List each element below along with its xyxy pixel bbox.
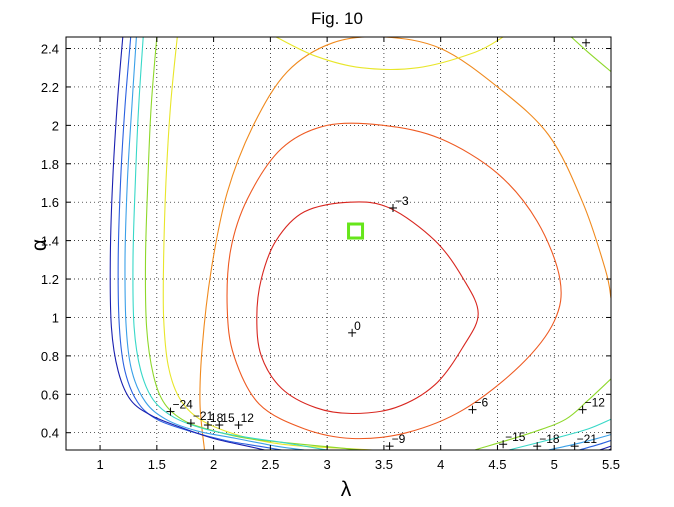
x-tick-label: 4.5 [488, 457, 506, 472]
contour-line-level-neg24 [109, 37, 265, 450]
contour-label-marker [234, 421, 243, 430]
contour-label-marker [166, 407, 175, 416]
contour-line-level-0 [256, 201, 479, 415]
y-tick-label: 2.4 [41, 42, 59, 57]
contour-line-level-neg12 [144, 37, 362, 450]
contour-line-level-neg12 [570, 37, 611, 73]
highlight-square [347, 222, 365, 240]
contour-label-marker [570, 442, 579, 450]
contour-line-level-neg9 [162, 37, 373, 450]
contour-line-level-neg9 [275, 37, 504, 70]
contour-label: −21 [577, 432, 598, 446]
x-tick-label: 2.5 [261, 457, 279, 472]
y-axis-label: α [28, 239, 51, 251]
chart-title: Fig. 10 [311, 9, 363, 28]
contour-label: 15 [221, 411, 235, 425]
contour-label-marker [499, 440, 508, 449]
y-tick-label: 1.6 [41, 195, 59, 210]
corner-marker [582, 38, 591, 47]
x-tick-label: 1 [96, 457, 103, 472]
contour-label: −6 [474, 396, 488, 410]
y-tick-label: 0.6 [41, 387, 59, 402]
y-tick-label: 1.2 [41, 272, 59, 287]
contour-label-marker [468, 405, 477, 414]
contour-line-level-neg15 [132, 37, 328, 450]
x-axis-label: λ [341, 478, 352, 501]
contour-line-level-neg18 [124, 37, 305, 450]
grid-layer [66, 37, 612, 450]
minimum-marker [348, 328, 357, 337]
contour-line-level-neg18 [548, 434, 611, 450]
minimum-label: 0 [354, 319, 361, 333]
contour-label: −18 [539, 432, 560, 446]
x-tick-label: 5 [551, 457, 558, 472]
contour-line-level-neg12 [474, 378, 611, 450]
x-tick-label: 2 [210, 457, 217, 472]
y-tick-label: 0.4 [41, 426, 59, 441]
contour-line-level-neg21 [117, 37, 282, 450]
contour-label: 18 [210, 411, 224, 425]
contour-label: 12 [241, 411, 255, 425]
contour-label-marker [578, 405, 587, 414]
contour-label-marker [203, 421, 212, 430]
y-tick-label: 0.8 [41, 349, 59, 364]
contour-line-level-neg6 [199, 37, 611, 450]
contour-line-level-neg15 [508, 418, 611, 450]
y-tick-label: 2.2 [41, 80, 59, 95]
contour-label: −9 [392, 432, 406, 446]
contour-label-marker [186, 419, 195, 428]
contour-label: −24 [172, 398, 193, 412]
contour-label-marker [389, 203, 397, 212]
y-tick-label: 2 [52, 118, 59, 133]
x-axis: 1 1.5 2 2.5 3 3.5 4 4.5 5 5.5 [96, 37, 620, 472]
contour-label-marker [385, 442, 394, 450]
x-tick-label: 3.5 [375, 457, 393, 472]
contour-label-marker [533, 442, 542, 450]
contour-label: −12 [585, 396, 606, 410]
y-tick-label: 1 [52, 310, 59, 325]
x-tick-label: 5.5 [602, 457, 620, 472]
contour-label: −3 [395, 194, 409, 208]
x-tick-label: 3 [324, 457, 331, 472]
y-tick-label: 1.4 [41, 234, 59, 249]
contour-label: −15 [505, 430, 526, 444]
contour-label-marker [215, 421, 224, 430]
x-tick-label: 4 [437, 457, 444, 472]
contour-line-level-neg21 [579, 439, 611, 450]
axes-box [65, 36, 612, 451]
contour-label: −21 [193, 409, 214, 423]
contour-line-level-neg3 [226, 122, 562, 440]
y-tick-label: 1.8 [41, 157, 59, 172]
y-axis: 0.4 0.6 0.8 1 1.2 1.4 1.6 1.8 2 2.2 2.4 [41, 42, 611, 441]
x-tick-label: 1.5 [148, 457, 166, 472]
